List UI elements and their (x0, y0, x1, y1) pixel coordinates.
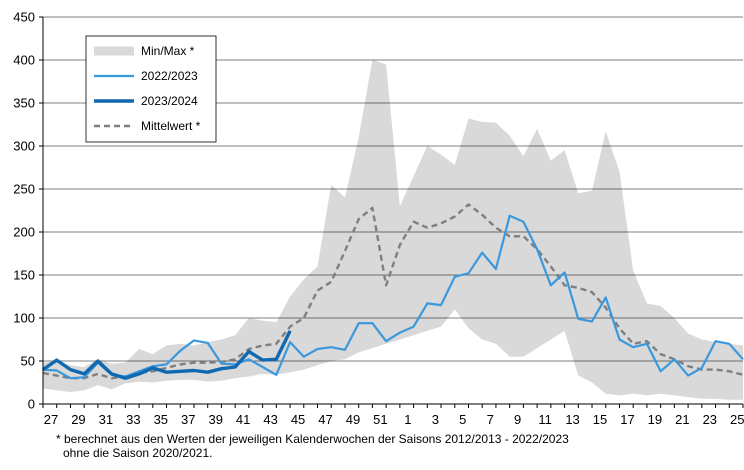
x-tick-label: 3 (432, 412, 439, 427)
y-tick-label: 50 (21, 354, 35, 369)
min-max-band-layer (43, 60, 743, 400)
x-tick-label: 7 (487, 412, 494, 427)
y-tick-label: 250 (13, 182, 35, 197)
x-tick-label: 51 (373, 412, 387, 427)
x-tick-label: 45 (291, 412, 305, 427)
x-tick-label: 1 (404, 412, 411, 427)
x-tick-label: 5 (459, 412, 466, 427)
legend-item-mittelwert-label: Mittelwert * (141, 119, 201, 133)
y-tick-label: 0 (28, 397, 35, 412)
series-2022-2023-line (42, 214, 744, 380)
x-tick-label: 23 (703, 412, 717, 427)
series-2023-2024-line (42, 330, 292, 380)
x-tick-label: 11 (538, 412, 552, 427)
x-tick-label: 37 (181, 412, 195, 427)
x-tick-label: 35 (154, 412, 168, 427)
x-tick-label: 39 (208, 412, 222, 427)
x-tick-label: 27 (44, 412, 58, 427)
x-tick-label: 19 (648, 412, 662, 427)
y-tick-label: 350 (13, 96, 35, 111)
footnote-line-1: * berechnet aus den Werten der jeweilige… (56, 432, 569, 446)
x-tick-label: 47 (318, 412, 332, 427)
x-tick-label: 29 (71, 412, 85, 427)
x-tick-label: 31 (99, 412, 113, 427)
x-tick-label: 33 (126, 412, 140, 427)
y-tick-label: 200 (13, 225, 35, 240)
legend-item-2022-2023-label: 2022/2023 (141, 69, 198, 83)
x-tick-label: 13 (565, 412, 579, 427)
y-tick-label: 300 (13, 139, 35, 154)
gridlines (43, 16, 743, 362)
legend: Min/Max * 2022/2023 2023/2024 Mittelwert * (85, 35, 217, 143)
y-tick-label: 150 (13, 268, 35, 283)
footnote: * berechnet aus den Werten der jeweilige… (56, 432, 569, 460)
x-tick-label: 21 (675, 412, 689, 427)
x-tick-label: 41 (236, 412, 250, 427)
y-tick-label: 100 (13, 311, 35, 326)
y-tick-label: 400 (13, 53, 35, 68)
x-tick-label: 9 (514, 412, 521, 427)
x-tick-label: 43 (263, 412, 277, 427)
series-layer (42, 203, 744, 380)
y-tick-label: 450 (13, 10, 35, 25)
x-tick-label: 15 (593, 412, 607, 427)
legend-item-min-max-label: Min/Max * (141, 44, 195, 58)
series-mittelwert-line (42, 203, 744, 380)
min-max-band (43, 60, 743, 400)
legend-item-2023-2024-label: 2023/2024 (141, 94, 198, 108)
x-tick-label: 17 (620, 412, 634, 427)
x-tick-label: 49 (346, 412, 360, 427)
footnote-line-2: ohne die Saison 2020/2021. (63, 446, 213, 460)
x-tick-label: 25 (730, 412, 744, 427)
